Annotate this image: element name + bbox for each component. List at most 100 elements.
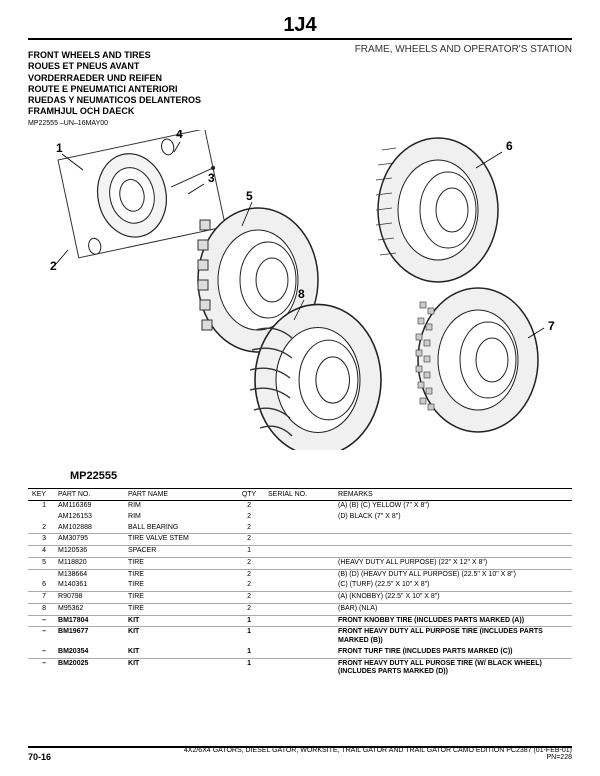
cell: 7 (28, 592, 54, 604)
table-row: M138664TIRE2(B) (D) (HEAVY DUTY ALL PURP… (28, 569, 572, 580)
cell (264, 512, 334, 523)
cell: 2 (234, 569, 264, 580)
cell: 2 (234, 512, 264, 523)
cell (264, 627, 334, 647)
cell: 1 (28, 501, 54, 512)
footer-publication: 4X2/6X4 GATORS, DIESEL GATOR, WORKSITE, … (184, 747, 572, 762)
cell: M138664 (54, 569, 124, 580)
cell: BM20354 (54, 647, 124, 658)
cell: – (28, 615, 54, 627)
col-serial: SERIAL NO. (264, 489, 334, 501)
cell: TIRE (124, 603, 234, 615)
table-row: –BM20354KIT1 FRONT TURF TIRE (INCLUDES PA… (28, 647, 572, 658)
col-key: KEY (28, 489, 54, 501)
cell: M118820 (54, 557, 124, 569)
cell: 2 (234, 557, 264, 569)
table-row: –BM19677KIT1FRONT HEAVY DUTY ALL PURPOSE… (28, 627, 572, 647)
title-line: VORDERRAEDER UND REIFEN (28, 73, 201, 84)
cell: 1 (234, 615, 264, 627)
table-row: AM126153RIM2 (D) BLACK (7" X 8") (28, 512, 572, 523)
col-qty: QTY (234, 489, 264, 501)
callout-2: 2 (50, 259, 57, 273)
cell (264, 615, 334, 627)
cell: 1 (234, 658, 264, 678)
cell (264, 557, 334, 569)
table-row: 2AM102888BALL BEARING2 (28, 523, 572, 534)
cell: 8 (28, 603, 54, 615)
callout-8: 8 (298, 287, 305, 301)
cell: (HEAVY DUTY ALL PURPOSE) (22" X 12" X 8"… (334, 557, 572, 569)
cell: SPACER (124, 546, 234, 558)
cell: (D) BLACK (7" X 8") (334, 512, 572, 523)
title-line: FRAMHJUL OCH DAECK (28, 106, 201, 117)
cell: 3 (28, 534, 54, 546)
cell: AM102888 (54, 523, 124, 534)
col-partno: PART NO. (54, 489, 124, 501)
cell: TIRE (124, 592, 234, 604)
cell: KIT (124, 627, 234, 647)
cell: 2 (234, 501, 264, 512)
callout-4: 4 (176, 130, 183, 141)
parts-table: KEY PART NO. PART NAME QTY SERIAL NO. RE… (28, 488, 572, 678)
cell (264, 523, 334, 534)
cell: FRONT KNOBBY TIRE (INCLUDES PARTS MARKED… (334, 615, 572, 627)
table-row: –BM17804KIT1FRONT KNOBBY TIRE (INCLUDES … (28, 615, 572, 627)
cell: AM30795 (54, 534, 124, 546)
cell (264, 647, 334, 658)
cell: TIRE VALVE STEM (124, 534, 234, 546)
cell: KIT (124, 647, 234, 658)
cell: BM20025 (54, 658, 124, 678)
page-code: 1J4 (0, 14, 600, 37)
cell: 2 (234, 592, 264, 604)
cell: – (28, 658, 54, 678)
cell (28, 569, 54, 580)
cell (334, 546, 572, 558)
cell: KIT (124, 658, 234, 678)
cell (334, 534, 572, 546)
col-remarks: REMARKS (334, 489, 572, 501)
cell: R90798 (54, 592, 124, 604)
cell: – (28, 647, 54, 658)
cell (264, 501, 334, 512)
callout-6: 6 (506, 139, 513, 153)
diagram-svg: 1 2 3 4 5 6 7 8 (28, 130, 572, 450)
callout-1: 1 (56, 141, 63, 155)
title-line: FRONT WHEELS AND TIRES (28, 50, 201, 61)
cell (264, 569, 334, 580)
callout-5: 5 (246, 189, 253, 203)
cell: 5 (28, 557, 54, 569)
cell (264, 534, 334, 546)
cell: (BAR) (NLA) (334, 603, 572, 615)
cell (264, 580, 334, 591)
diagram-id-label: MP22555 (70, 470, 117, 482)
cell: RIM (124, 512, 234, 523)
cell: M120536 (54, 546, 124, 558)
cell: 1 (234, 627, 264, 647)
cell (264, 592, 334, 604)
cell: (B) (D) (HEAVY DUTY ALL PURPOSE) (22.5" … (334, 569, 572, 580)
parts-table-wrap: KEY PART NO. PART NAME QTY SERIAL NO. RE… (28, 488, 572, 678)
table-row: 7R90798TIRE2(A) (KNOBBY) (22.5" X 10" X … (28, 592, 572, 604)
cell: AM116369 (54, 501, 124, 512)
cell: FRONT TURF TIRE (INCLUDES PARTS MARKED (… (334, 647, 572, 658)
table-row: –BM20025KIT1FRONT HEAVY DUTY ALL PUROSE … (28, 658, 572, 678)
cell (264, 603, 334, 615)
cell: KIT (124, 615, 234, 627)
title-line: ROUTE E PNEUMATICI ANTERIORI (28, 84, 201, 95)
footer-line2: PN=228 (184, 754, 572, 762)
col-name: PART NAME (124, 489, 234, 501)
cell: 1 (234, 546, 264, 558)
title-line: RUEDAS Y NEUMATICOS DELANTEROS (28, 95, 201, 106)
cell: 2 (234, 534, 264, 546)
cell: AM126153 (54, 512, 124, 523)
cell: TIRE (124, 580, 234, 591)
cell: 1 (234, 647, 264, 658)
cell: M95362 (54, 603, 124, 615)
cell: 2 (234, 603, 264, 615)
cell: 4 (28, 546, 54, 558)
cell: FRONT HEAVY DUTY ALL PURPOSE TIRE (INCLU… (334, 627, 572, 647)
callout-7: 7 (548, 319, 555, 333)
table-row: 5M118820TIRE2(HEAVY DUTY ALL PURPOSE) (2… (28, 557, 572, 569)
footer-line1: 4X2/6X4 GATORS, DIESEL GATOR, WORKSITE, … (184, 747, 572, 755)
title-block: FRONT WHEELS AND TIRES ROUES ET PNEUS AV… (28, 50, 201, 128)
